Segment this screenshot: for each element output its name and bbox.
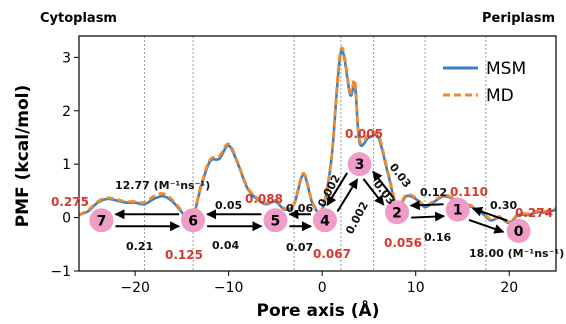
plot-frame bbox=[78, 35, 557, 272]
rate-label: 0.21 bbox=[126, 240, 153, 253]
state-marker bbox=[506, 218, 531, 243]
state-marker bbox=[445, 197, 470, 222]
transition-arrows bbox=[114, 170, 508, 234]
rate-label: 0.30 bbox=[490, 199, 517, 212]
rate-label: 0.16 bbox=[424, 231, 451, 244]
rate-label: 0.05 bbox=[215, 199, 242, 212]
state-marker bbox=[181, 208, 206, 233]
state-id: 5 bbox=[271, 213, 281, 229]
y-tick-label: 2 bbox=[62, 104, 71, 120]
arrow-backward bbox=[472, 206, 508, 222]
state-id: 2 bbox=[392, 205, 402, 221]
rate-label: 0.002 bbox=[315, 173, 343, 210]
arrow-forward bbox=[468, 218, 505, 234]
y-axis-label: PMF (kcal/mol) bbox=[13, 85, 33, 228]
arrow-backward bbox=[372, 170, 394, 199]
population-label: 0.274 bbox=[515, 206, 553, 220]
x-tick-label: −20 bbox=[120, 280, 150, 296]
rate-labels: 12.77 (M⁻¹ns⁻¹) 0.21 0.05 0.04 0.06 0.07… bbox=[115, 161, 564, 260]
state-marker bbox=[312, 208, 337, 233]
population-label: 0.088 bbox=[245, 192, 283, 206]
rate-label: 12.77 (M⁻¹ns⁻¹) bbox=[115, 179, 210, 192]
y-tick-label: −1 bbox=[50, 264, 71, 280]
axes-frame bbox=[78, 35, 557, 272]
x-tick-label: 10 bbox=[407, 280, 425, 296]
x-axis-label: Pore axis (Å) bbox=[257, 298, 380, 321]
population-label: 0.067 bbox=[313, 247, 351, 261]
rate-label: 18.00 (M⁻¹ns⁻¹) bbox=[469, 247, 564, 260]
rate-label: 0.06 bbox=[286, 202, 313, 215]
left-side-label: Cytoplasm bbox=[40, 11, 117, 26]
boundary-gridlines bbox=[143, 36, 487, 271]
legend: MSM MD bbox=[443, 59, 526, 106]
legend-md-label: MD bbox=[486, 86, 514, 106]
arrow-backward bbox=[409, 200, 444, 211]
rate-label: 0.002 bbox=[343, 200, 371, 237]
rate-label: 0.12 bbox=[420, 186, 447, 199]
state-markers: 7 6 5 4 3 2 1 0 bbox=[89, 152, 531, 243]
state-marker bbox=[347, 152, 372, 177]
state-id: 7 bbox=[97, 213, 107, 229]
arrow-backward bbox=[326, 172, 348, 207]
y-tick-label: 1 bbox=[62, 157, 71, 173]
population-label: 0.125 bbox=[165, 248, 203, 262]
population-label: 0.056 bbox=[384, 236, 422, 250]
state-marker bbox=[89, 208, 114, 233]
state-id: 6 bbox=[188, 213, 198, 229]
right-side-label: Periplasm bbox=[482, 11, 555, 26]
legend-msm-label: MSM bbox=[486, 59, 526, 79]
population-label: 0.110 bbox=[450, 185, 488, 199]
state-marker bbox=[385, 200, 409, 225]
y-tick-label: 3 bbox=[62, 50, 71, 66]
series-line-md bbox=[78, 46, 557, 225]
state-marker bbox=[263, 208, 288, 233]
arrow-forward bbox=[411, 211, 446, 222]
state-id: 4 bbox=[320, 213, 330, 229]
x-tick-label: −10 bbox=[214, 280, 244, 296]
rate-label: 0.07 bbox=[286, 241, 313, 254]
rate-label: 0.04 bbox=[212, 239, 239, 252]
x-tick-label: 0 bbox=[318, 280, 327, 296]
y-tick-label: 0 bbox=[62, 211, 71, 227]
arrow-forward bbox=[336, 178, 359, 213]
state-id: 3 bbox=[355, 157, 365, 173]
population-labels: 0.275 0.125 0.088 0.067 0.005 0.056 0.11… bbox=[51, 127, 553, 262]
arrow-forward bbox=[362, 178, 385, 206]
population-label: 0.005 bbox=[345, 127, 383, 141]
state-id: 0 bbox=[514, 224, 524, 240]
x-tick-label: 20 bbox=[500, 280, 518, 296]
population-label: 0.275 bbox=[51, 195, 89, 209]
state-id: 1 bbox=[453, 203, 463, 219]
